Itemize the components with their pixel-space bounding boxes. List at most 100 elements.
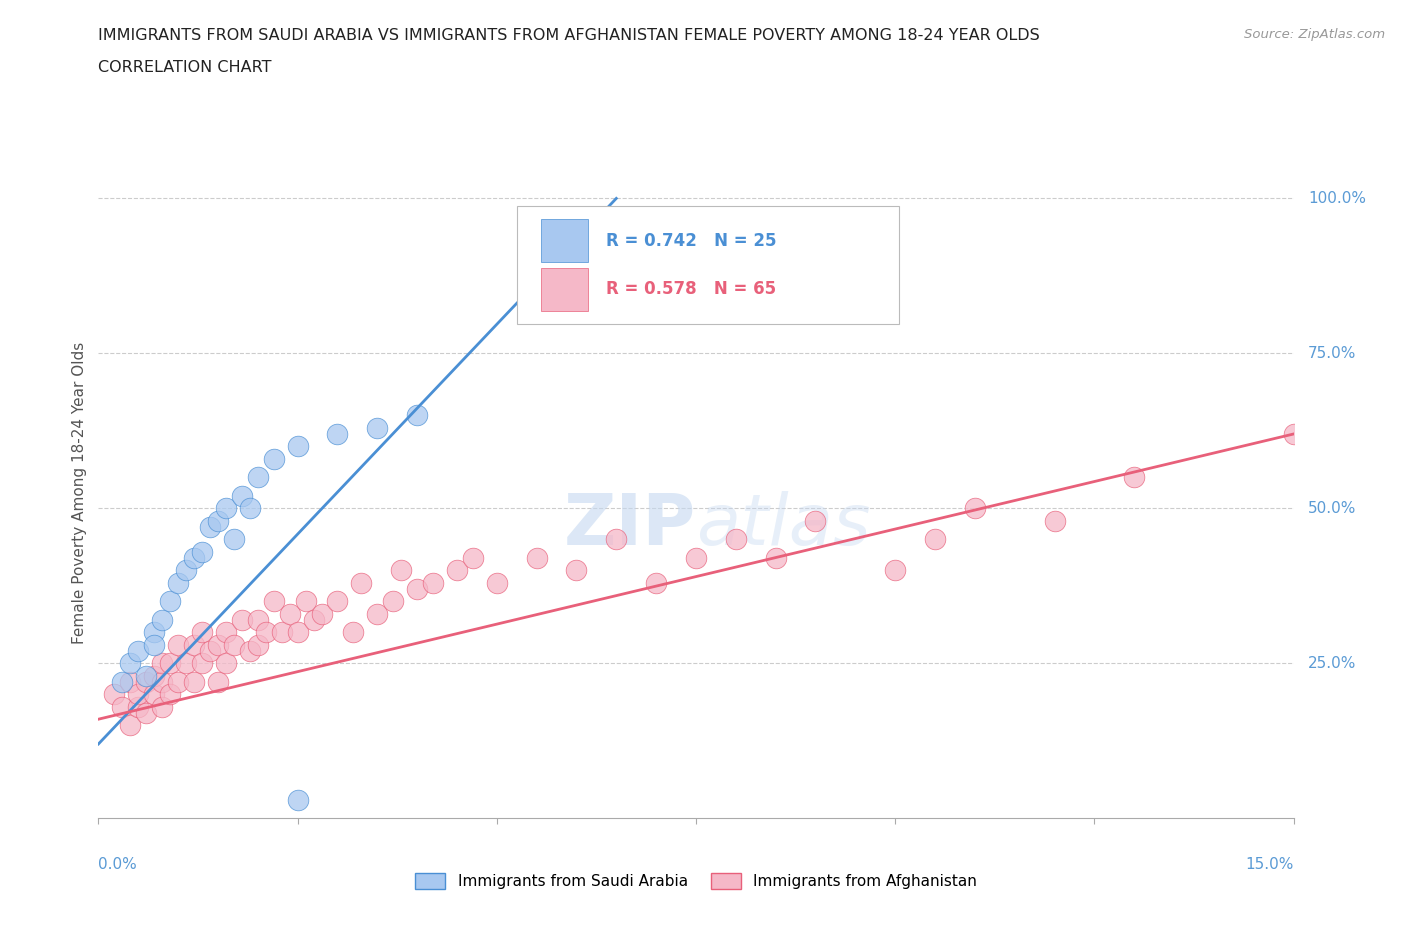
- Point: [222, 532, 245, 547]
- Point: [963, 501, 986, 516]
- Point: [884, 563, 907, 578]
- Point: [1282, 427, 1305, 442]
- Point: [143, 625, 166, 640]
- Point: [150, 674, 173, 689]
- Point: [406, 408, 429, 423]
- Point: [150, 613, 173, 628]
- Text: 75.0%: 75.0%: [1308, 346, 1357, 361]
- Point: [215, 501, 238, 516]
- Point: [924, 532, 946, 547]
- Point: [302, 613, 325, 628]
- Point: [461, 551, 484, 565]
- Point: [311, 606, 333, 621]
- Point: [183, 674, 205, 689]
- Point: [143, 687, 166, 702]
- Point: [222, 637, 245, 652]
- Point: [159, 687, 181, 702]
- Point: [526, 551, 548, 565]
- Point: [215, 625, 238, 640]
- Point: [326, 594, 349, 609]
- Point: [246, 470, 269, 485]
- Point: [287, 792, 309, 807]
- Point: [485, 576, 508, 591]
- Point: [406, 581, 429, 596]
- Point: [191, 656, 214, 671]
- Point: [366, 420, 388, 435]
- Point: [254, 625, 277, 640]
- Point: [120, 674, 142, 689]
- Point: [167, 674, 190, 689]
- Text: 100.0%: 100.0%: [1308, 191, 1365, 206]
- Point: [382, 594, 405, 609]
- Point: [231, 488, 253, 503]
- Text: 25.0%: 25.0%: [1308, 656, 1357, 671]
- Point: [191, 625, 214, 640]
- Point: [207, 513, 229, 528]
- Point: [724, 532, 747, 547]
- Point: [246, 637, 269, 652]
- Point: [120, 718, 142, 733]
- Point: [207, 674, 229, 689]
- FancyBboxPatch shape: [517, 206, 900, 324]
- Point: [239, 501, 262, 516]
- Point: [270, 625, 292, 640]
- Point: [389, 563, 412, 578]
- FancyBboxPatch shape: [540, 269, 588, 311]
- Text: Source: ZipAtlas.com: Source: ZipAtlas.com: [1244, 28, 1385, 41]
- Point: [804, 513, 827, 528]
- Point: [326, 427, 349, 442]
- Point: [287, 625, 309, 640]
- Point: [167, 637, 190, 652]
- Text: R = 0.578   N = 65: R = 0.578 N = 65: [606, 281, 776, 299]
- Point: [207, 637, 229, 652]
- Point: [174, 563, 197, 578]
- Point: [143, 637, 166, 652]
- Point: [278, 606, 301, 621]
- Point: [198, 520, 221, 535]
- Point: [150, 699, 173, 714]
- Point: [446, 563, 468, 578]
- Point: [103, 687, 125, 702]
- Point: [294, 594, 316, 609]
- Y-axis label: Female Poverty Among 18-24 Year Olds: Female Poverty Among 18-24 Year Olds: [72, 342, 87, 644]
- Point: [120, 656, 142, 671]
- Text: 15.0%: 15.0%: [1246, 857, 1294, 872]
- Point: [167, 576, 190, 591]
- Point: [198, 644, 221, 658]
- Point: [159, 656, 181, 671]
- Point: [605, 532, 627, 547]
- Point: [191, 544, 214, 559]
- Point: [422, 576, 444, 591]
- Point: [1123, 470, 1146, 485]
- Point: [183, 637, 205, 652]
- Text: IMMIGRANTS FROM SAUDI ARABIA VS IMMIGRANTS FROM AFGHANISTAN FEMALE POVERTY AMONG: IMMIGRANTS FROM SAUDI ARABIA VS IMMIGRAN…: [98, 28, 1040, 43]
- Point: [342, 625, 364, 640]
- Point: [565, 563, 588, 578]
- Point: [150, 656, 173, 671]
- Point: [174, 656, 197, 671]
- Point: [246, 613, 269, 628]
- Text: 50.0%: 50.0%: [1308, 501, 1357, 516]
- Point: [111, 674, 134, 689]
- Point: [287, 439, 309, 454]
- Point: [685, 551, 707, 565]
- Point: [263, 594, 285, 609]
- Point: [135, 674, 157, 689]
- Point: [231, 613, 253, 628]
- Point: [645, 576, 668, 591]
- Point: [350, 576, 373, 591]
- Point: [239, 644, 262, 658]
- Text: atlas: atlas: [696, 491, 870, 560]
- Text: CORRELATION CHART: CORRELATION CHART: [98, 60, 271, 75]
- Text: R = 0.742   N = 25: R = 0.742 N = 25: [606, 232, 778, 249]
- Point: [111, 699, 134, 714]
- Point: [765, 551, 787, 565]
- Text: ZIP: ZIP: [564, 491, 696, 560]
- Point: [127, 699, 149, 714]
- Point: [1043, 513, 1066, 528]
- Point: [263, 451, 285, 466]
- Point: [127, 644, 149, 658]
- Point: [215, 656, 238, 671]
- Legend: Immigrants from Saudi Arabia, Immigrants from Afghanistan: Immigrants from Saudi Arabia, Immigrants…: [409, 867, 983, 896]
- Point: [135, 706, 157, 721]
